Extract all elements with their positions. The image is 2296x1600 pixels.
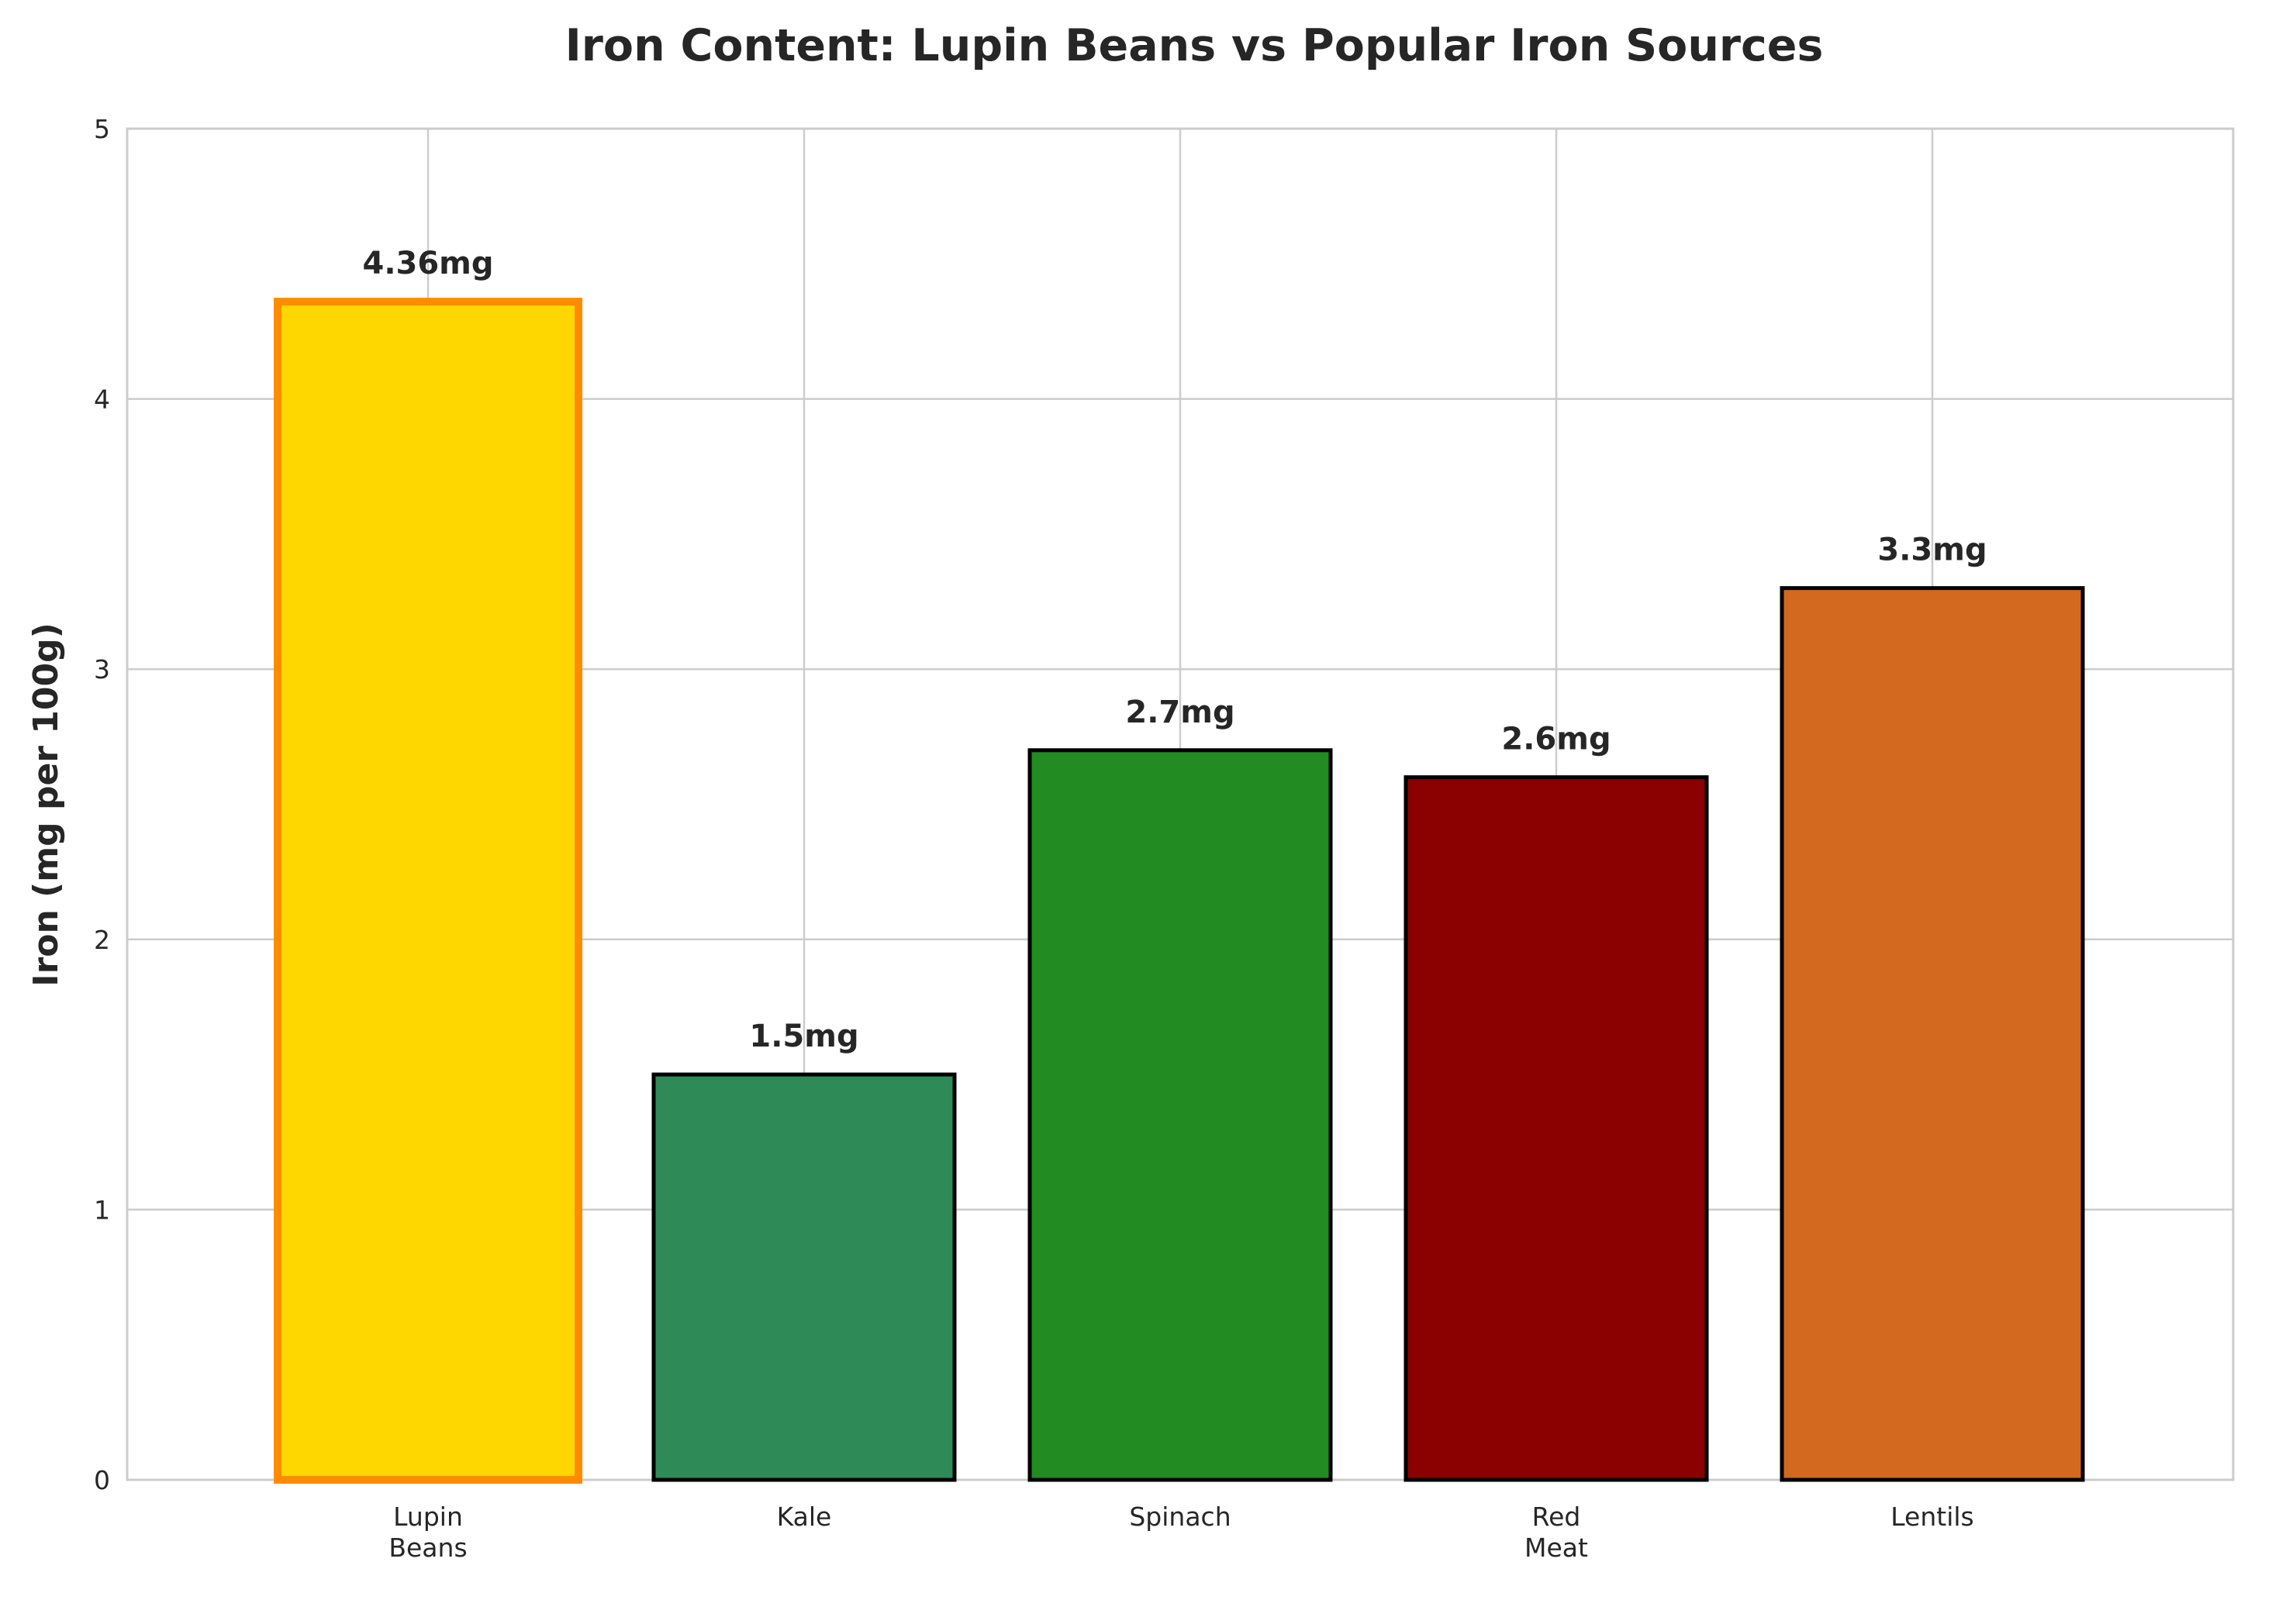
x-tick-label: Lentils [1890, 1502, 1974, 1532]
y-tick-label: 4 [94, 384, 110, 415]
bar [1780, 586, 2085, 1482]
y-tick-label: 0 [94, 1465, 110, 1495]
x-tick-label-line: Lentils [1890, 1502, 1974, 1532]
y-tick-label: 3 [94, 654, 110, 684]
x-tick-label-line: Meat [1524, 1533, 1588, 1563]
x-tick-label: Spinach [1129, 1502, 1231, 1532]
x-tick-label-line: Lupin [393, 1502, 463, 1532]
y-axis-label: Iron (mg per 100g) [26, 622, 66, 987]
bar [1027, 748, 1333, 1482]
y-tick-label: 2 [94, 925, 110, 955]
data-label: 1.5mg [749, 1019, 858, 1054]
x-tick-label-line: Spinach [1129, 1502, 1231, 1532]
x-tick-label-line: Red [1532, 1502, 1581, 1532]
x-tick-label: Lupin Beans [388, 1502, 467, 1563]
x-tick-label: Red Meat [1524, 1502, 1588, 1563]
x-tick-label-line: Beans [388, 1533, 467, 1563]
data-label: 2.6mg [1501, 722, 1611, 757]
y-tick-label: 1 [94, 1195, 110, 1225]
chart-title: Iron Content: Lupin Beans vs Popular Iro… [565, 20, 1824, 71]
data-label: 3.3mg [1877, 533, 1987, 568]
x-tick-label-line: Kale [777, 1502, 832, 1532]
data-label: 4.36mg [362, 246, 493, 281]
y-tick-label: 5 [94, 114, 110, 144]
x-tick-label: Kale [777, 1502, 832, 1532]
data-label: 2.7mg [1125, 695, 1234, 730]
bar [1403, 775, 1709, 1482]
bar [274, 298, 582, 1484]
bar [651, 1072, 957, 1482]
